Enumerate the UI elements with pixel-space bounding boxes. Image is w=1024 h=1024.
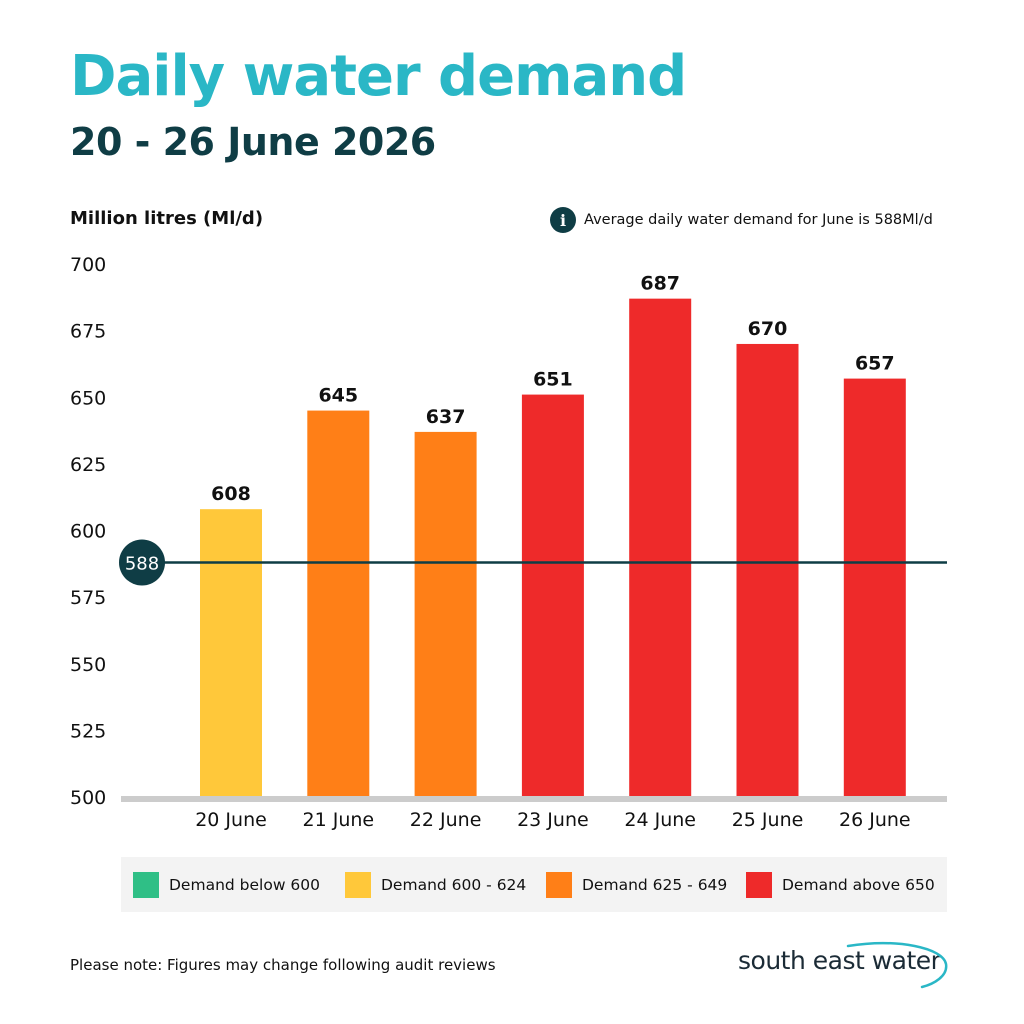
y-tick-label: 675 xyxy=(70,321,106,343)
chart-subtitle: 20 - 26 June 2026 xyxy=(70,120,436,164)
average-note: i Average daily water demand for June is… xyxy=(550,207,933,233)
bar-data-label: 651 xyxy=(533,369,573,391)
legend-item-600-624: Demand 600 - 624 xyxy=(345,871,527,898)
y-tick-label: 625 xyxy=(70,454,106,476)
legend-item-below-600: Demand below 600 xyxy=(133,871,321,898)
legend-label: Demand 600 - 624 xyxy=(381,875,527,894)
y-tick-label: 500 xyxy=(70,787,106,809)
legend-swatch xyxy=(133,871,159,898)
chart-title: Daily water demand xyxy=(70,44,687,109)
bar-data-label: 670 xyxy=(748,318,788,340)
average-marker-label: 588 xyxy=(125,553,159,574)
bar xyxy=(307,410,370,797)
logo-swoosh-icon xyxy=(846,941,948,989)
legend-item-625-649: Demand 625 - 649 xyxy=(546,871,728,898)
bar xyxy=(200,509,262,797)
y-tick-label: 600 xyxy=(70,521,106,543)
x-tick-label: 23 June xyxy=(517,809,589,831)
legend-swatch xyxy=(746,871,772,898)
y-tick-label: 650 xyxy=(70,387,106,409)
bar xyxy=(521,394,584,797)
legend-label: Demand 625 - 649 xyxy=(582,875,728,894)
footnote: Please note: Figures may change followin… xyxy=(70,956,496,974)
info-icon: i xyxy=(550,207,576,233)
bar xyxy=(629,298,692,797)
legend-swatch xyxy=(345,871,371,898)
bar-chart: 500 525 550 575 600 625 650 675 700 608 20 June 645… xyxy=(70,254,947,831)
y-tick-label: 550 xyxy=(70,654,106,676)
y-tick-label: 525 xyxy=(70,720,106,742)
average-marker xyxy=(119,539,165,586)
y-tick-label: 575 xyxy=(70,587,106,609)
y-axis-label: Million litres (Ml/d) xyxy=(70,208,264,229)
x-tick-label: 24 June xyxy=(624,809,696,831)
x-tick-label: 21 June xyxy=(303,809,375,831)
x-tick-label: 25 June xyxy=(732,809,804,831)
bar-data-label: 645 xyxy=(318,385,358,407)
logo-text: south east water xyxy=(738,946,941,975)
bar xyxy=(736,343,799,797)
x-tick-label: 20 June xyxy=(195,809,267,831)
average-note-text: Average daily water demand for June is 5… xyxy=(584,212,933,228)
x-tick-label: 26 June xyxy=(839,809,911,831)
legend-label: Demand below 600 xyxy=(169,875,321,894)
y-tick-label: 700 xyxy=(70,254,106,276)
legend: Demand below 600 Demand 600 - 624 Demand… xyxy=(121,857,947,912)
bar-data-label: 608 xyxy=(211,483,251,505)
bar-data-label: 657 xyxy=(855,353,895,375)
x-axis-line xyxy=(121,796,947,802)
bar-data-label: 637 xyxy=(426,406,466,428)
south-east-water-logo: south east water xyxy=(738,940,953,990)
legend-item-above-650: Demand above 650 xyxy=(746,871,935,898)
bar xyxy=(414,431,477,797)
x-tick-label: 22 June xyxy=(410,809,482,831)
bar xyxy=(843,378,906,797)
legend-label: Demand above 650 xyxy=(782,875,935,894)
bar-data-label: 687 xyxy=(640,273,680,295)
legend-swatch xyxy=(546,871,572,898)
